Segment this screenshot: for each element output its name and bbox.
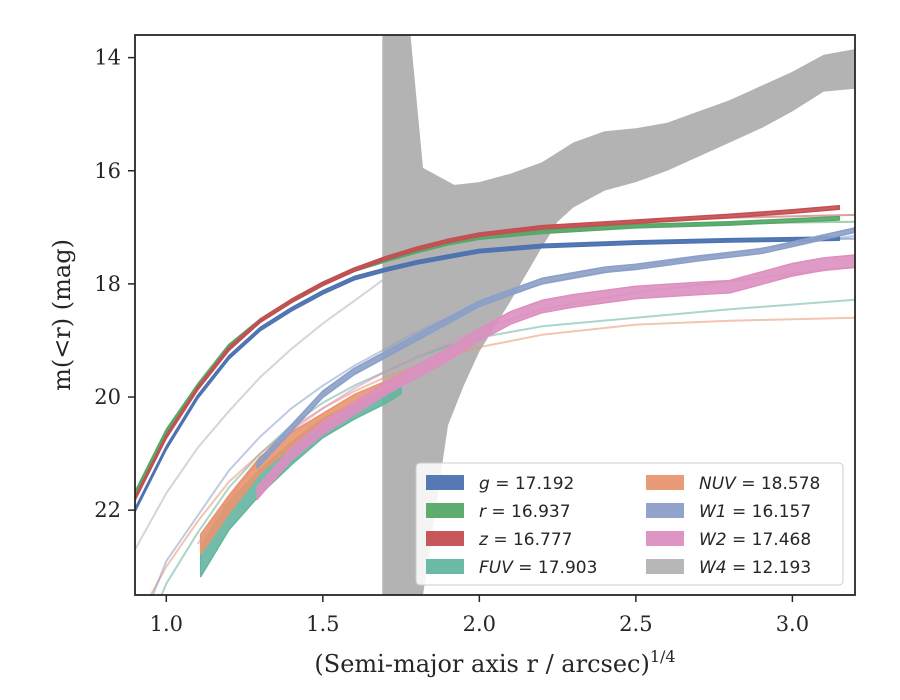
legend-swatch-g [426,475,464,490]
y-axis-ticks: 14 16 18 20 22 [94,46,135,522]
x-tick-label: 3.0 [776,612,809,636]
observed-band-z [135,205,841,502]
legend-entry-nuv: NUV = 18.578 [699,474,820,494]
x-tick-label: 2.5 [619,612,652,636]
legend-entry-w4: W4 = 12.193 [699,558,811,578]
observed-band-g [135,236,841,513]
legend-entry-w1: W1 = 16.157 [699,502,811,522]
y-tick-label: 14 [94,46,121,70]
legend-swatch-w1 [646,503,684,518]
legend-swatch-w2 [646,531,684,546]
observed-band-w2 [256,254,855,501]
legend-swatch-z [426,531,464,546]
x-axis-label: (Semi-major axis r / arcsec)1/4 [314,647,675,678]
legend-entry-w2: W2 = 17.468 [699,530,811,550]
model-curve-nuv [149,316,855,595]
y-axis-label: m(<r) (mag) [48,239,76,391]
legend-swatch-r [426,503,464,518]
legend-entry-z: z = 16.777 [478,530,572,550]
legend-swatch-fuv [426,559,464,574]
legend-entry-g: g = 17.192 [479,474,574,494]
observed-curves [135,205,855,578]
y-tick-label: 16 [94,159,121,183]
legend-swatch-w4 [646,559,684,574]
model-curve-w4 [135,73,855,551]
x-tick-label: 2.0 [463,612,496,636]
x-tick-label: 1.0 [150,612,183,636]
observed-band-w1 [256,227,855,470]
x-axis-ticks: 1.0 1.5 2.0 2.5 3.0 [150,595,809,636]
legend: g = 17.192 r = 16.937 z = 16.777 FUV = 17.9… [415,462,844,586]
legend-entry-fuv: FUV = 17.903 [479,558,597,578]
legend-swatch-nuv [646,475,684,490]
x-tick-label: 1.5 [306,612,339,636]
model-curve-fuv [160,298,855,595]
legend-entry-r: r = 16.937 [479,502,571,522]
legend-box [415,462,844,586]
y-tick-label: 22 [94,498,121,522]
y-tick-label: 18 [94,272,121,296]
plot-frame [134,34,856,596]
y-tick-label: 20 [94,385,121,409]
